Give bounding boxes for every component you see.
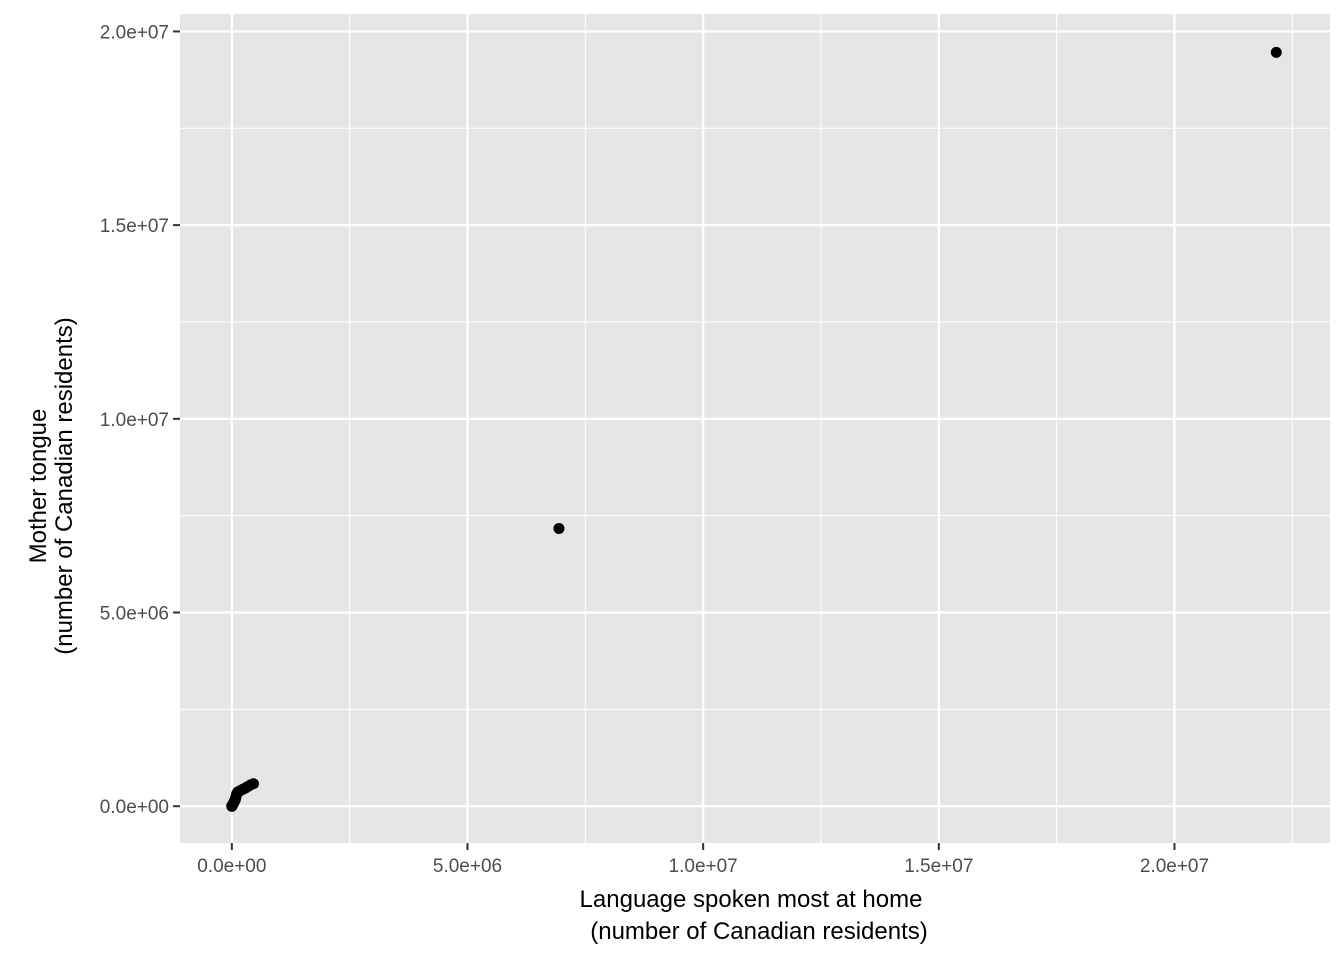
x-tick-label: 5.0e+06: [433, 856, 502, 877]
x-axis-title-line-1: Language spoken most at home: [580, 886, 923, 913]
y-tick-label: 1.0e+07: [100, 410, 169, 431]
y-tick-label: 1.5e+07: [100, 216, 169, 237]
y-tick-label: 2.0e+07: [100, 22, 169, 43]
y-tick-label: 5.0e+06: [100, 604, 169, 625]
y-axis-title-line-2: (number of Canadian residents): [51, 317, 78, 655]
data-point: [1270, 46, 1282, 58]
data-point: [226, 800, 238, 812]
x-axis-title-line-2: (number of Canadian residents): [590, 918, 928, 945]
y-axis: 0.0e+00 5.0e+06 1.0e+07 1.5e+07 2.0e+07: [100, 22, 180, 818]
x-tick-label: 1.0e+07: [669, 856, 738, 877]
data-points: [226, 46, 1282, 812]
x-tick-label: 2.0e+07: [1140, 856, 1209, 877]
plot-panel: [180, 14, 1330, 843]
y-tick-label: 0.0e+00: [100, 797, 169, 818]
x-tick-label: 1.5e+07: [904, 856, 973, 877]
data-point: [553, 522, 565, 534]
y-axis-title: Mother tongue (number of Canadian reside…: [25, 317, 78, 655]
x-tick-label: 0.0e+00: [197, 856, 266, 877]
y-axis-title-line-1: Mother tongue: [25, 409, 52, 564]
x-axis: 0.0e+00 5.0e+06 1.0e+07 1.5e+07 2.0e+07: [197, 843, 1209, 877]
major-gridlines: [180, 14, 1330, 843]
minor-gridlines: [180, 14, 1330, 843]
